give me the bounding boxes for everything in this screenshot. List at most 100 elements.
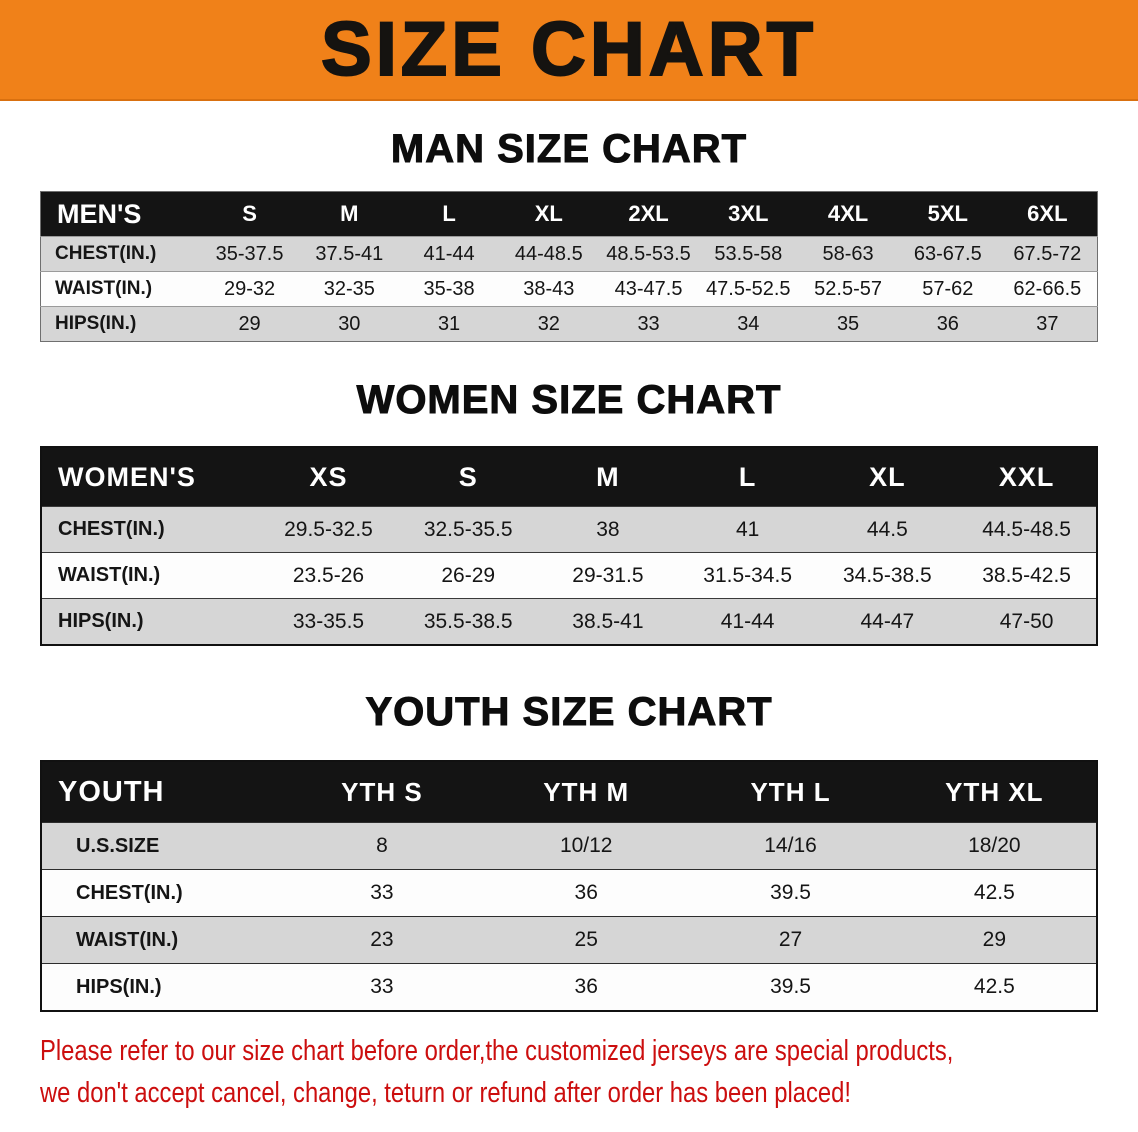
value-cell: 32-35 bbox=[299, 271, 400, 307]
table-title-cell: WOMEN'S bbox=[41, 447, 259, 507]
value-cell: 33 bbox=[279, 963, 485, 1011]
header-row: WOMEN'S XS S M L XL XXL bbox=[41, 447, 1097, 507]
value-cell: 14/16 bbox=[688, 822, 893, 870]
size-header-cell: 4XL bbox=[798, 191, 898, 237]
size-header-cell: L bbox=[677, 447, 818, 507]
men-size-section: MAN SIZE CHART MEN'S S M L XL 2XL 3XL 4XL 5XL 6XL… bbox=[0, 127, 1138, 342]
value-cell: 37.5-41 bbox=[299, 236, 400, 272]
size-header-cell: 5XL bbox=[897, 191, 998, 237]
value-cell: 39.5 bbox=[688, 963, 893, 1011]
value-cell: 58-63 bbox=[798, 236, 898, 272]
size-header-cell: XL bbox=[498, 191, 599, 237]
measure-row: WAIST(IN.) 23 25 27 29 bbox=[41, 916, 1097, 964]
value-cell: 41 bbox=[677, 506, 818, 553]
women-size-table-grid: WOMEN'S XS S M L XL XXL CHEST(IN.) 29.5-32.5 32.5… bbox=[40, 446, 1098, 646]
value-cell: 52.5-57 bbox=[798, 271, 898, 307]
value-cell: 29 bbox=[199, 306, 300, 342]
value-cell: 27 bbox=[688, 916, 893, 964]
value-cell: 63-67.5 bbox=[897, 236, 998, 272]
measure-row: HIPS(IN.) 33-35.5 35.5-38.5 38.5-41 41-44 44-… bbox=[41, 598, 1097, 645]
value-cell: 62-66.5 bbox=[997, 271, 1098, 307]
size-header-cell: 6XL bbox=[997, 191, 1098, 237]
value-cell: 38.5-42.5 bbox=[957, 552, 1097, 599]
value-cell: 29 bbox=[892, 916, 1097, 964]
value-cell: 23.5-26 bbox=[258, 552, 399, 599]
value-cell: 18/20 bbox=[892, 822, 1097, 870]
value-cell: 35 bbox=[798, 306, 898, 342]
banner-title: SIZE CHART bbox=[320, 6, 817, 92]
size-header-cell: YTH XL bbox=[892, 761, 1097, 823]
row-label-cell: U.S.SIZE bbox=[41, 822, 280, 870]
value-cell: 67.5-72 bbox=[997, 236, 1098, 272]
size-header-cell: L bbox=[399, 191, 499, 237]
value-cell: 31.5-34.5 bbox=[677, 552, 818, 599]
value-cell: 42.5 bbox=[892, 869, 1097, 917]
row-label-cell: WAIST(IN.) bbox=[40, 271, 200, 307]
table-title-cell: MEN'S bbox=[40, 191, 200, 237]
value-cell: 8 bbox=[279, 822, 485, 870]
value-cell: 36 bbox=[897, 306, 998, 342]
size-chart-banner: SIZE CHART bbox=[0, 0, 1138, 101]
youth-size-table-grid: YOUTH YTH S YTH M YTH L YTH XL U.S.SIZE 8 10/12… bbox=[40, 760, 1098, 1012]
size-header-cell: M bbox=[299, 191, 400, 237]
measure-row: CHEST(IN.) 35-37.5 37.5-41 41-44 44-48.5 48.5… bbox=[40, 236, 1098, 272]
women-size-table: WOMEN'S XS S M L XL XXL CHEST(IN.) 29.5-32.5 32.5… bbox=[40, 446, 1098, 646]
value-cell: 33-35.5 bbox=[258, 598, 399, 645]
size-header-cell: XL bbox=[817, 447, 958, 507]
measure-row: U.S.SIZE 8 10/12 14/16 18/20 bbox=[41, 822, 1097, 870]
value-cell: 47-50 bbox=[957, 598, 1097, 645]
men-size-table: MEN'S S M L XL 2XL 3XL 4XL 5XL 6XL CHEST(IN.) 35-37… bbox=[40, 191, 1098, 342]
value-cell: 38.5-41 bbox=[538, 598, 678, 645]
row-label-cell: HIPS(IN.) bbox=[41, 598, 259, 645]
row-label-cell: CHEST(IN.) bbox=[41, 869, 280, 917]
size-header-cell: S bbox=[398, 447, 539, 507]
value-cell: 29-32 bbox=[199, 271, 300, 307]
value-cell: 44-48.5 bbox=[498, 236, 599, 272]
size-header-cell: XS bbox=[258, 447, 399, 507]
youth-size-table: YOUTH YTH S YTH M YTH L YTH XL U.S.SIZE 8 10/12… bbox=[40, 760, 1098, 1012]
size-header-cell: 3XL bbox=[698, 191, 799, 237]
row-label-cell: WAIST(IN.) bbox=[41, 916, 280, 964]
disclaimer-line-2: we don't accept cancel, change, teturn o… bbox=[40, 1077, 851, 1109]
row-label-cell: WAIST(IN.) bbox=[41, 552, 259, 599]
size-header-cell: S bbox=[199, 191, 300, 237]
value-cell: 32.5-35.5 bbox=[398, 506, 539, 553]
value-cell: 41-44 bbox=[399, 236, 499, 272]
measure-row: HIPS(IN.) 29 30 31 32 33 34 35 36 37 bbox=[40, 306, 1098, 342]
value-cell: 44-47 bbox=[817, 598, 958, 645]
size-header-cell: YTH M bbox=[484, 761, 689, 823]
value-cell: 35-37.5 bbox=[199, 236, 300, 272]
size-header-cell: XXL bbox=[957, 447, 1097, 507]
value-cell: 44.5 bbox=[817, 506, 958, 553]
measure-row: WAIST(IN.) 23.5-26 26-29 29-31.5 31.5-34.5 34… bbox=[41, 552, 1097, 599]
men-section-title: MAN SIZE CHART bbox=[390, 127, 748, 172]
measure-row: HIPS(IN.) 33 36 39.5 42.5 bbox=[41, 963, 1097, 1011]
value-cell: 23 bbox=[279, 916, 485, 964]
value-cell: 47.5-52.5 bbox=[698, 271, 799, 307]
size-header-cell: M bbox=[538, 447, 678, 507]
value-cell: 35.5-38.5 bbox=[398, 598, 539, 645]
value-cell: 36 bbox=[484, 869, 689, 917]
value-cell: 31 bbox=[399, 306, 499, 342]
value-cell: 25 bbox=[484, 916, 689, 964]
value-cell: 48.5-53.5 bbox=[598, 236, 699, 272]
row-label-cell: HIPS(IN.) bbox=[41, 963, 280, 1011]
header-row: YOUTH YTH S YTH M YTH L YTH XL bbox=[41, 761, 1097, 823]
men-size-table-grid: MEN'S S M L XL 2XL 3XL 4XL 5XL 6XL CHEST(IN.) 35-37… bbox=[40, 191, 1098, 342]
value-cell: 53.5-58 bbox=[698, 236, 799, 272]
order-disclaimer: Please refer to our size chart before or… bbox=[40, 1030, 1138, 1114]
value-cell: 34 bbox=[698, 306, 799, 342]
measure-row: CHEST(IN.) 29.5-32.5 32.5-35.5 38 41 44.5 44.5… bbox=[41, 506, 1097, 553]
value-cell: 10/12 bbox=[484, 822, 689, 870]
value-cell: 36 bbox=[484, 963, 689, 1011]
value-cell: 37 bbox=[997, 306, 1098, 342]
value-cell: 26-29 bbox=[398, 552, 539, 599]
header-row: MEN'S S M L XL 2XL 3XL 4XL 5XL 6XL bbox=[40, 191, 1098, 237]
value-cell: 41-44 bbox=[677, 598, 818, 645]
row-label-cell: CHEST(IN.) bbox=[40, 236, 200, 272]
disclaimer-line-1: Please refer to our size chart before or… bbox=[40, 1035, 954, 1067]
value-cell: 42.5 bbox=[892, 963, 1097, 1011]
table-title-cell: YOUTH bbox=[41, 761, 280, 823]
women-size-section: WOMEN SIZE CHART WOMEN'S XS S M L XL XXL CHEST(… bbox=[0, 378, 1138, 646]
size-header-cell: YTH S bbox=[279, 761, 485, 823]
